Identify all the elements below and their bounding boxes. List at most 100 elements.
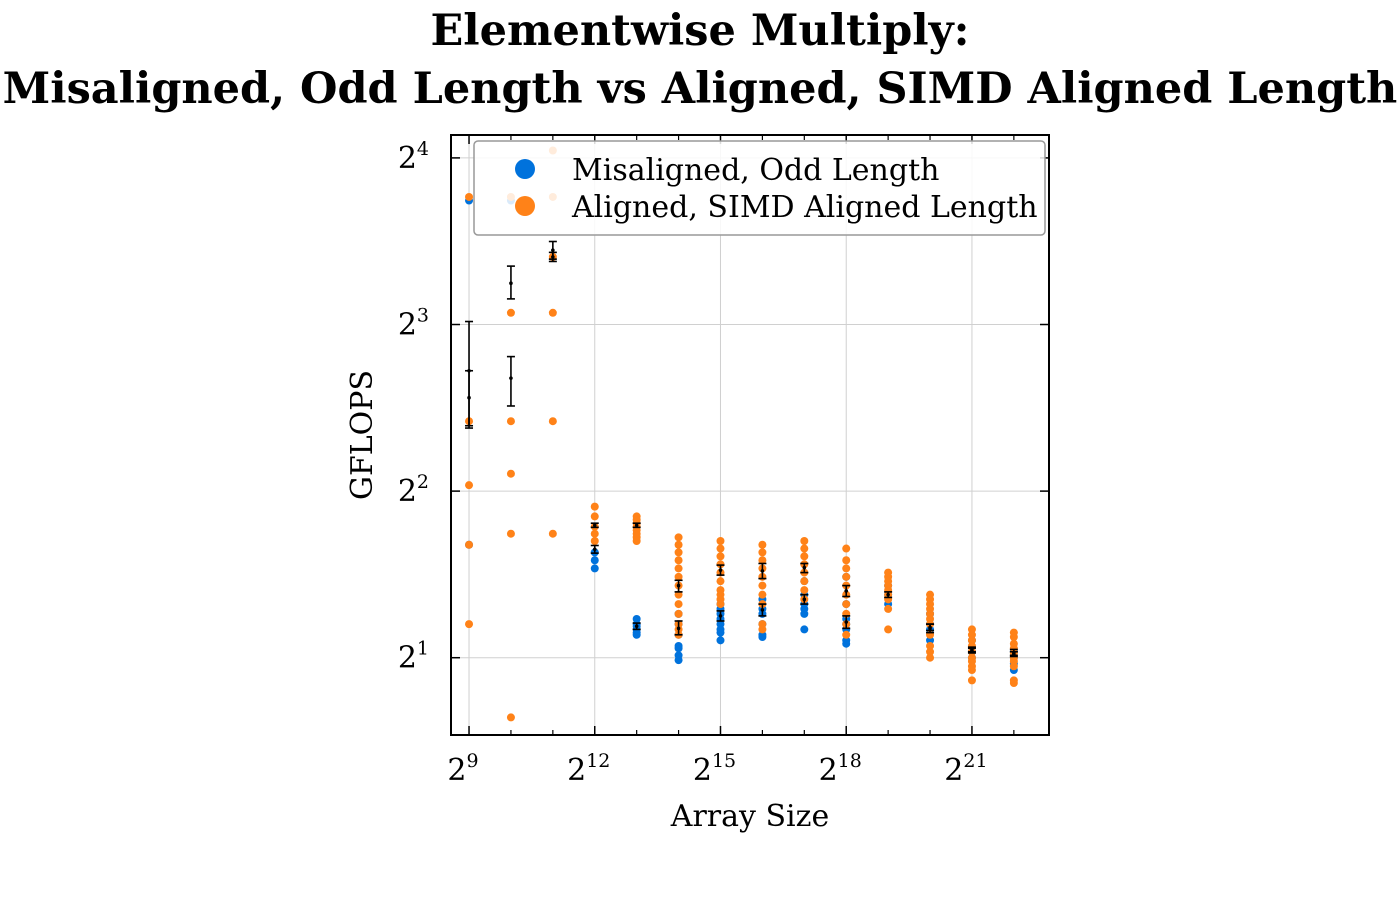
point-aligned [1009, 679, 1018, 688]
point-aligned [590, 529, 599, 538]
y-tick-label: 24 [398, 138, 429, 176]
chart-title-line-2: Misaligned, Odd Length vs Aligned, SIMD … [2, 64, 1398, 114]
errorbar-aligned [506, 265, 515, 300]
point-aligned [590, 512, 599, 521]
point-aligned [800, 544, 809, 553]
point-aligned [842, 556, 851, 565]
point-aligned [884, 604, 893, 613]
point-aligned [465, 620, 474, 629]
point-misaligned [716, 628, 725, 637]
point-aligned [506, 417, 515, 426]
errorbar-aligned [632, 522, 641, 529]
point-aligned [465, 481, 474, 490]
error-bars [465, 240, 1018, 658]
point-misaligned [758, 632, 767, 641]
point-aligned [548, 308, 557, 317]
point-aligned [758, 625, 767, 634]
point-aligned [967, 636, 976, 645]
point-aligned [674, 540, 683, 549]
point-misaligned [632, 630, 641, 639]
point-aligned [674, 533, 683, 542]
point-misaligned [800, 625, 809, 634]
point-misaligned [716, 636, 725, 645]
point-aligned [548, 529, 557, 538]
point-aligned [465, 540, 474, 549]
point-aligned [716, 600, 725, 609]
errorbar-misaligned [716, 610, 725, 622]
point-aligned [674, 609, 683, 618]
point-aligned [842, 572, 851, 581]
point-aligned [842, 630, 851, 639]
point-aligned [800, 537, 809, 546]
point-aligned [800, 586, 809, 595]
errorbar-aligned [800, 562, 809, 574]
point-aligned [506, 308, 515, 317]
point-aligned [758, 590, 767, 599]
point-aligned [758, 556, 767, 565]
chart-title-line-1: Elementwise Multiply: [430, 6, 970, 56]
errorbar-aligned [1009, 650, 1018, 658]
x-tick-label: 29 [447, 750, 478, 788]
point-aligned [632, 537, 641, 546]
x-tick-label: 215 [693, 750, 736, 788]
errorbar-misaligned [842, 615, 851, 630]
plot-frame [450, 134, 1050, 736]
point-aligned [716, 537, 725, 546]
point-misaligned [590, 556, 599, 565]
point-aligned [842, 564, 851, 573]
errorbar-aligned [548, 251, 557, 263]
point-aligned [967, 666, 976, 675]
errorbar-aligned [716, 564, 725, 576]
point-aligned [674, 564, 683, 573]
legend[interactable]: Misaligned, Odd Length Aligned, SIMD Ali… [473, 140, 1046, 236]
point-misaligned [800, 609, 809, 618]
x-axis-label: Array Size [670, 799, 829, 834]
point-aligned [674, 556, 683, 565]
point-aligned [674, 572, 683, 581]
point-aligned [800, 552, 809, 561]
point-aligned [716, 577, 725, 586]
point-aligned [884, 625, 893, 634]
x-tick-label: 221 [944, 750, 987, 788]
point-aligned [842, 600, 851, 609]
point-aligned [758, 540, 767, 549]
point-aligned [758, 581, 767, 590]
errorbar-aligned [926, 623, 935, 632]
errorbar-misaligned [800, 593, 809, 605]
y-axis-label: GFLOPS [345, 370, 380, 500]
errorbar-misaligned [758, 603, 767, 617]
point-aligned [800, 577, 809, 586]
errorbar-aligned [758, 562, 767, 580]
errorbar-aligned [590, 522, 599, 529]
point-aligned [926, 647, 935, 656]
point-aligned [548, 417, 557, 426]
point-aligned [506, 529, 515, 538]
point-aligned [842, 544, 851, 553]
point-aligned [967, 676, 976, 685]
x-tick-label: 218 [819, 750, 862, 788]
point-aligned [967, 630, 976, 639]
point-aligned [1009, 632, 1018, 641]
point-aligned [716, 560, 725, 569]
errorbar-aligned [842, 584, 851, 598]
y-tick-label: 22 [398, 471, 429, 509]
point-aligned [926, 641, 935, 650]
point-aligned [674, 600, 683, 609]
point-misaligned [674, 644, 683, 653]
legend-label-aligned: Aligned, SIMD Aligned Length [571, 190, 1038, 225]
point-aligned [590, 502, 599, 511]
errorbar-aligned [465, 369, 474, 427]
point-aligned [674, 548, 683, 557]
errorbar-aligned [967, 646, 976, 653]
point-misaligned [842, 639, 851, 648]
errorbar-aligned [674, 579, 683, 593]
legend-marker-misaligned [515, 159, 535, 179]
chart-title: Elementwise Multiply: Misaligned, Odd Le… [0, 2, 1400, 118]
errorbar-misaligned [632, 622, 641, 631]
legend-label-misaligned: Misaligned, Odd Length [572, 153, 939, 188]
point-aligned [506, 713, 515, 722]
legend-marker-aligned [515, 196, 535, 216]
y-tick-label: 23 [398, 305, 429, 343]
point-aligned [590, 537, 599, 546]
